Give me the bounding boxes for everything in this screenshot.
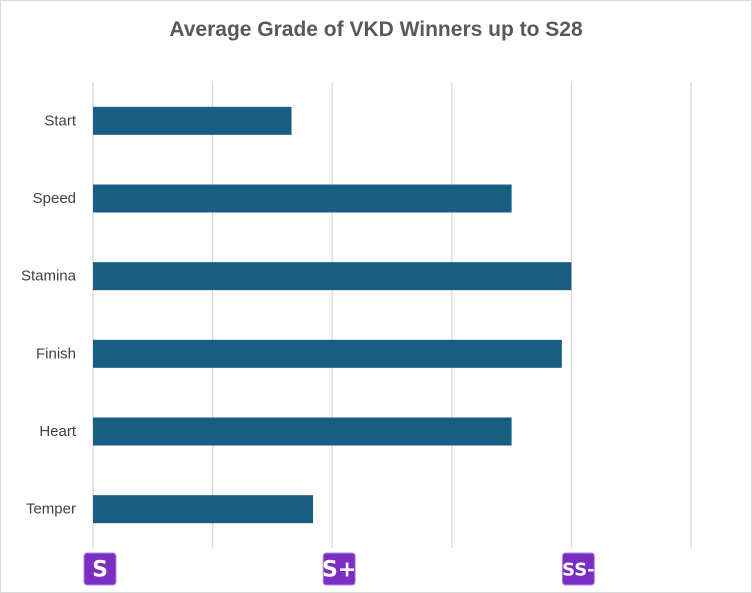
badge-background [561,552,595,586]
bar-heart [93,417,512,446]
category-label-temper: Temper [26,501,76,518]
badge-background [322,552,356,586]
category-label-start: Start [44,112,77,129]
bar-finish [93,339,562,368]
grade-badge-s: S [83,552,117,586]
x-axis-badges: S S+ SS- [83,552,595,586]
chart-title: Average Grade of VKD Winners up to S28 [169,18,583,41]
bar-stamina [93,262,572,291]
category-label-stamina: Stamina [21,268,77,285]
bars [93,106,572,524]
bar-start [93,106,292,135]
badge-label: SS- [562,560,595,581]
category-label-speed: Speed [33,190,76,207]
badge-background [83,552,117,586]
category-label-finish: Finish [36,345,76,362]
category-label-heart: Heart [39,423,77,440]
bar-speed [93,184,512,213]
grade-badge-splus: S+ [322,552,356,586]
badge-label: S [92,558,108,583]
badge-label: S+ [322,558,356,583]
bar-temper [93,495,314,524]
category-labels: Start Speed Stamina Finish Heart Temper [21,112,77,517]
gridlines [92,82,692,548]
grade-badge-ssminus: SS- [561,552,595,586]
